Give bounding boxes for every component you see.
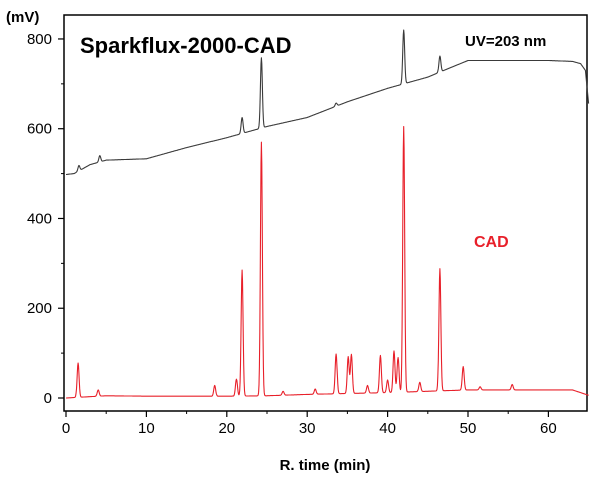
x-tick-label: 30: [299, 420, 316, 437]
x-tick-label: 40: [379, 420, 396, 437]
uv-annotation: UV=203 nm: [465, 33, 546, 50]
chart-title: Sparkflux-2000-CAD: [80, 33, 292, 58]
x-tick-label: 50: [460, 420, 477, 437]
y-tick-label: 0: [44, 390, 52, 407]
cad-annotation: CAD: [474, 234, 509, 251]
y-tick-label: 600: [27, 121, 52, 138]
x-tick-label: 0: [62, 420, 70, 437]
plot-frame: [63, 14, 588, 412]
series-line-cad: [65, 125, 589, 399]
series-line-uv: [65, 29, 590, 176]
y-tick-label: 400: [27, 210, 52, 227]
x-tick-label: 60: [540, 420, 557, 437]
x-axis-label: R. time (min): [280, 457, 371, 474]
y-tick-label: 200: [27, 300, 52, 317]
x-tick-label: 20: [218, 420, 235, 437]
y-axis-label: (mV): [6, 9, 39, 26]
y-tick-label: 800: [27, 31, 52, 48]
x-tick-label: 10: [138, 420, 155, 437]
